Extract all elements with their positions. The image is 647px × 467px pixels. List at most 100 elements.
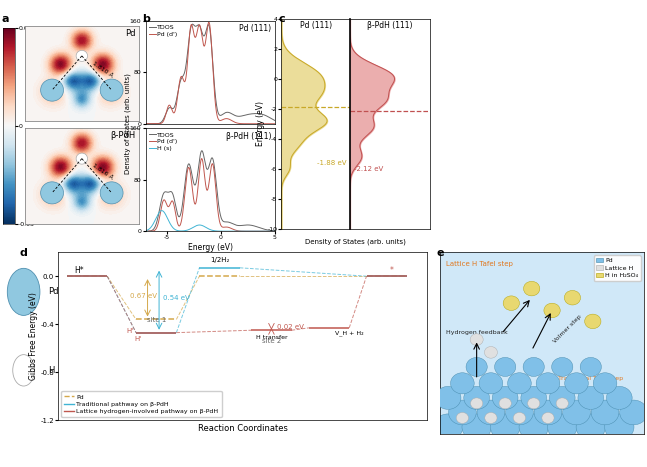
Pd (d'): [142, 121, 149, 127]
Text: 1.810 Å: 1.810 Å: [91, 60, 114, 78]
Text: Pd: Pd: [48, 287, 59, 297]
Pd (d'): [218, 224, 226, 230]
Circle shape: [76, 50, 87, 61]
Pd (d'): [271, 228, 279, 234]
Text: H': H': [135, 336, 142, 342]
Pd (d'): [164, 103, 172, 109]
Legend: Pd, Lattice H, H in H₂SO₄: Pd, Lattice H, H in H₂SO₄: [594, 255, 641, 281]
Line: Pd (d'): Pd (d'): [146, 159, 275, 231]
Circle shape: [549, 386, 575, 410]
Text: β-PdH: β-PdH: [111, 131, 136, 140]
Text: -2.12 eV: -2.12 eV: [354, 166, 383, 172]
H (s): [175, 228, 183, 234]
Line: TDOS: TDOS: [146, 151, 275, 231]
Circle shape: [470, 334, 483, 346]
TDOS: [271, 228, 279, 234]
Pd (d'): [198, 156, 206, 162]
Circle shape: [606, 386, 632, 410]
Circle shape: [479, 373, 503, 394]
Legend: Pd, Traditional pathway on β-PdH, Lattice hydrogen-involved pathway on β-PdH: Pd, Traditional pathway on β-PdH, Lattic…: [61, 391, 222, 417]
TDOS: [164, 106, 172, 111]
Circle shape: [464, 386, 490, 410]
Circle shape: [450, 373, 474, 394]
Circle shape: [578, 386, 604, 410]
H (s): [165, 218, 173, 224]
H (s): [142, 228, 149, 234]
Pd (d'): [201, 171, 208, 177]
Circle shape: [470, 398, 483, 409]
Text: 0.02 eV: 0.02 eV: [277, 324, 304, 330]
Pd (d'): [175, 223, 182, 229]
Circle shape: [527, 398, 540, 409]
Text: a: a: [2, 14, 10, 24]
Circle shape: [490, 414, 520, 440]
Pd (d'): [271, 121, 279, 127]
TDOS: [201, 33, 208, 39]
Text: Hydrogen feedback: Hydrogen feedback: [446, 330, 508, 335]
TDOS: [175, 85, 182, 90]
Line: Pd (d'): Pd (d'): [146, 22, 275, 124]
Pd (d'): [239, 228, 247, 234]
TDOS: [271, 118, 279, 123]
Circle shape: [433, 414, 463, 440]
Circle shape: [505, 400, 533, 425]
TDOS: [228, 221, 236, 226]
Circle shape: [605, 414, 634, 440]
Circle shape: [100, 79, 123, 101]
Circle shape: [576, 414, 606, 440]
Text: Traditional Tafel step: Traditional Tafel step: [558, 375, 623, 381]
Circle shape: [593, 373, 617, 394]
Text: H*: H*: [74, 266, 84, 275]
Pd (d'): [239, 121, 247, 127]
Circle shape: [585, 314, 601, 329]
Circle shape: [462, 414, 491, 440]
Circle shape: [620, 400, 647, 425]
Legend: TDOS, Pd (d'): TDOS, Pd (d'): [149, 24, 179, 37]
Text: V_H + H₂: V_H + H₂: [335, 330, 364, 335]
TDOS: [239, 113, 247, 119]
Circle shape: [513, 412, 525, 424]
Text: site 2: site 2: [262, 339, 281, 345]
Circle shape: [41, 182, 63, 204]
Text: d: d: [19, 248, 27, 257]
Circle shape: [435, 386, 461, 410]
TDOS: [201, 156, 208, 162]
Circle shape: [591, 400, 619, 425]
Text: 1.816 Å: 1.816 Å: [91, 163, 114, 181]
Text: -1.88 eV: -1.88 eV: [317, 160, 347, 166]
Pd (d'): [205, 20, 213, 25]
Pd (d'): [228, 226, 236, 232]
Circle shape: [552, 357, 573, 376]
TDOS: [188, 21, 196, 27]
TDOS: [218, 217, 226, 223]
Circle shape: [503, 296, 520, 311]
TDOS: [142, 121, 149, 127]
Circle shape: [499, 398, 511, 409]
Text: H transfer: H transfer: [256, 335, 287, 340]
Text: β-PdH (111): β-PdH (111): [367, 21, 413, 30]
Pd (d'): [175, 84, 182, 90]
Circle shape: [485, 347, 498, 358]
Circle shape: [466, 357, 487, 376]
Circle shape: [536, 373, 560, 394]
Circle shape: [523, 357, 544, 376]
TDOS: [228, 111, 236, 117]
Circle shape: [556, 398, 568, 409]
TDOS: [175, 214, 182, 219]
Pd (d'): [200, 43, 208, 49]
Circle shape: [41, 79, 63, 101]
Legend: TDOS, Pd (d'), H (s): TDOS, Pd (d'), H (s): [149, 132, 179, 151]
Text: *: *: [389, 266, 393, 275]
Text: 0.54 eV: 0.54 eV: [163, 295, 190, 301]
H (s): [158, 208, 166, 213]
Circle shape: [544, 303, 560, 318]
Text: Pd (111): Pd (111): [239, 24, 271, 33]
Circle shape: [7, 269, 40, 315]
Y-axis label: Gibbs Free Energy (eV): Gibbs Free Energy (eV): [28, 292, 38, 380]
Text: β-PdH (111): β-PdH (111): [226, 132, 271, 141]
Text: Pd: Pd: [125, 28, 136, 37]
Text: c: c: [278, 14, 285, 24]
Text: 0.67 eV: 0.67 eV: [130, 293, 157, 299]
TDOS: [198, 148, 206, 154]
Text: H: H: [48, 366, 54, 375]
